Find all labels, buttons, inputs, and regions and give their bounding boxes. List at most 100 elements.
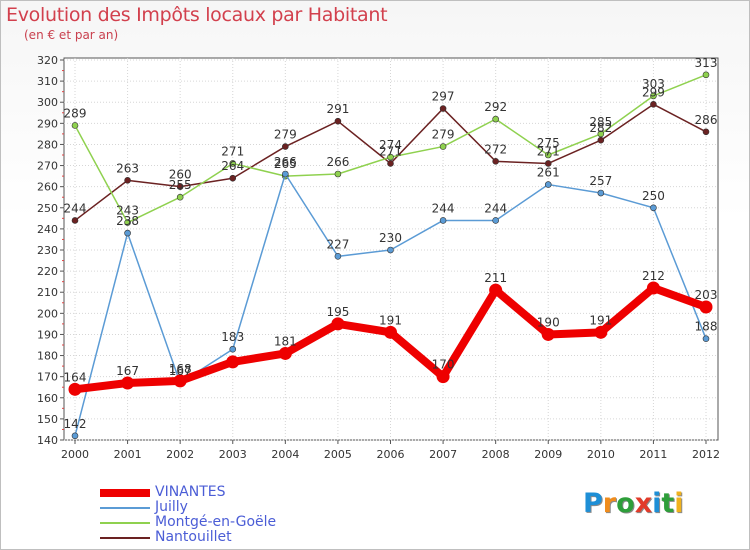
data-label: 266 xyxy=(326,155,349,169)
data-label: 195 xyxy=(326,305,349,319)
data-label: 285 xyxy=(589,115,612,129)
data-point xyxy=(124,177,131,184)
x-tick-label: 2008 xyxy=(482,448,510,461)
data-point xyxy=(387,160,394,167)
x-tick-label: 2002 xyxy=(166,448,194,461)
logo-letter: r xyxy=(602,488,617,519)
data-point xyxy=(68,382,82,396)
data-label: 190 xyxy=(537,315,560,329)
y-tick-label: 270 xyxy=(37,160,58,173)
data-point xyxy=(492,115,499,123)
data-label: 275 xyxy=(537,136,560,150)
data-point xyxy=(173,374,187,388)
y-tick-label: 300 xyxy=(37,96,58,109)
data-label: 183 xyxy=(221,330,244,344)
data-label: 167 xyxy=(169,364,192,378)
data-point xyxy=(226,355,240,369)
legend-label-juilly: Juilly xyxy=(155,499,188,515)
data-point xyxy=(702,128,710,136)
data-point xyxy=(650,92,657,100)
data-point xyxy=(334,170,342,178)
data-label: 261 xyxy=(537,166,560,180)
data-point xyxy=(384,325,397,339)
data-label: 238 xyxy=(116,214,139,228)
y-tick-label: 140 xyxy=(37,434,58,447)
data-label: 291 xyxy=(326,102,349,116)
legend-swatch-vinantes xyxy=(100,489,150,497)
y-tick-label: 170 xyxy=(37,371,58,384)
data-point xyxy=(702,335,710,342)
data-point xyxy=(650,204,657,212)
data-label: 271 xyxy=(379,144,402,158)
data-label: 255 xyxy=(169,178,192,192)
legend-label-nantouillet: Nantouillet xyxy=(155,529,232,545)
data-label: 227 xyxy=(326,237,349,251)
data-point xyxy=(489,283,503,297)
data-point xyxy=(176,183,184,190)
x-tick-label: 2006 xyxy=(377,448,405,461)
data-label: 279 xyxy=(274,128,297,142)
data-label: 286 xyxy=(695,113,718,127)
data-label: 203 xyxy=(695,288,718,302)
data-label: 191 xyxy=(379,313,402,327)
data-point xyxy=(229,160,237,167)
x-tick-label: 2007 xyxy=(429,448,457,461)
data-point xyxy=(278,346,292,360)
data-point xyxy=(597,136,605,144)
data-label: 230 xyxy=(379,231,402,245)
data-point xyxy=(387,153,394,161)
data-point xyxy=(282,143,289,150)
logo-letter: o xyxy=(616,488,635,519)
data-point xyxy=(439,105,447,112)
data-label: 170 xyxy=(432,358,455,372)
data-point xyxy=(331,317,345,331)
data-label: 265 xyxy=(274,157,297,171)
x-tick-label: 2009 xyxy=(534,448,562,461)
chart-title: Evolution des Impôts locaux par Habitant xyxy=(6,4,388,26)
legend-swatch-juilly xyxy=(100,507,150,509)
data-point xyxy=(597,130,605,138)
data-point xyxy=(176,193,184,201)
x-tick-label: 2003 xyxy=(219,448,247,461)
data-label: 164 xyxy=(64,370,87,384)
y-tick-label: 260 xyxy=(37,181,58,194)
x-tick-label: 2001 xyxy=(114,448,142,461)
data-point xyxy=(699,300,713,314)
data-point xyxy=(124,219,131,226)
legend-label-montge: Montgé-en-Goële xyxy=(155,514,277,530)
data-label: 212 xyxy=(642,269,665,283)
legend-swatch-montge xyxy=(100,522,150,524)
y-tick-label: 220 xyxy=(37,265,58,278)
data-label: 260 xyxy=(169,168,192,182)
data-label: 181 xyxy=(274,334,297,348)
data-label: 289 xyxy=(64,106,87,120)
data-label: 168 xyxy=(169,362,192,376)
data-point xyxy=(492,217,499,224)
y-tick-label: 310 xyxy=(37,75,58,88)
data-point xyxy=(387,246,394,254)
y-tick-label: 200 xyxy=(37,307,58,320)
data-label: 244 xyxy=(484,201,507,215)
data-point xyxy=(334,117,342,125)
y-tick-label: 210 xyxy=(37,286,58,299)
data-label: 211 xyxy=(484,271,507,285)
data-label: 167 xyxy=(116,364,139,378)
logo-letter: i xyxy=(652,488,662,519)
data-point xyxy=(282,170,289,178)
logo-letter: i xyxy=(674,488,684,519)
data-point xyxy=(541,327,555,341)
data-point xyxy=(71,432,79,440)
data-point xyxy=(544,151,552,159)
data-point xyxy=(436,370,450,384)
y-tick-label: 160 xyxy=(37,392,58,405)
y-tick-label: 230 xyxy=(37,244,58,257)
y-tick-label: 320 xyxy=(37,54,58,67)
y-tick-label: 280 xyxy=(37,138,58,151)
logo-letter: x xyxy=(634,488,653,519)
data-point xyxy=(702,71,710,79)
data-label: 250 xyxy=(642,189,665,203)
data-label: 313 xyxy=(695,56,718,70)
data-point xyxy=(650,101,657,108)
data-point xyxy=(124,229,131,237)
